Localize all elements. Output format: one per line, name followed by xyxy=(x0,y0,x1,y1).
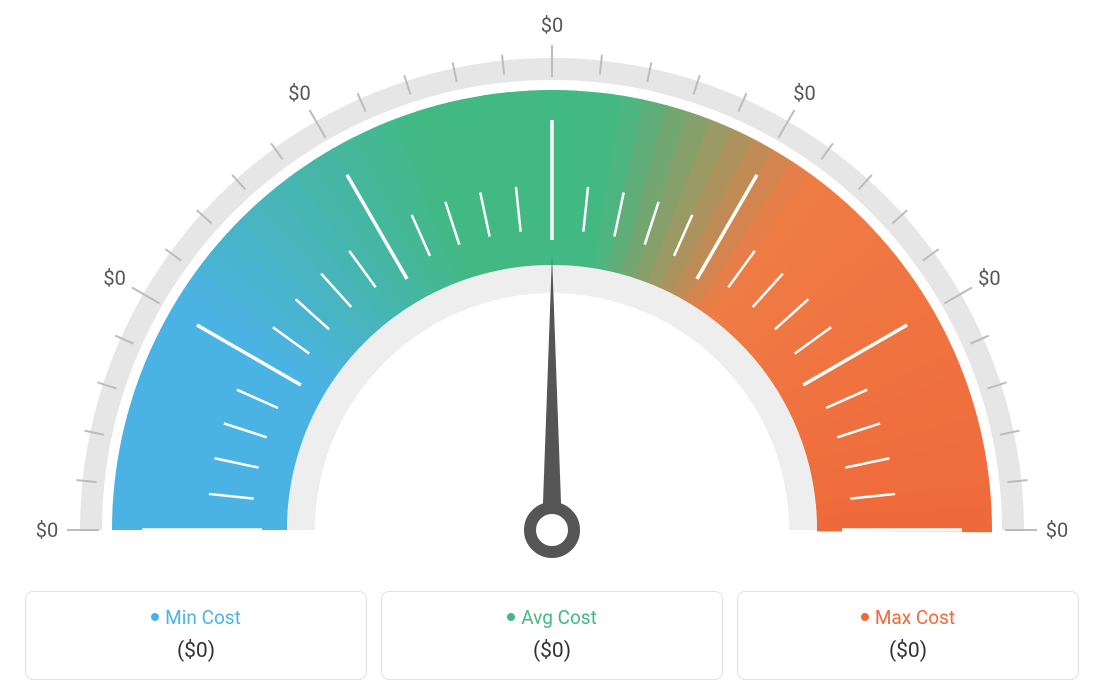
legend-avg-value: ($0) xyxy=(382,639,722,663)
gauge-tick-label: $0 xyxy=(1046,518,1068,542)
legend-row: Min Cost ($0) Avg Cost ($0) Max Cost ($0… xyxy=(0,591,1104,680)
legend-min-label: Min Cost xyxy=(26,606,366,629)
gauge-tick-label: $0 xyxy=(288,81,310,105)
legend-avg-label: Avg Cost xyxy=(382,606,722,629)
gauge-tick-label: $0 xyxy=(541,13,563,37)
dot-max xyxy=(861,613,869,621)
legend-min: Min Cost ($0) xyxy=(25,591,367,680)
gauge-svg xyxy=(0,0,1104,560)
legend-avg-text: Avg Cost xyxy=(521,606,597,629)
gauge-tick-label: $0 xyxy=(36,518,58,542)
legend-max-value: ($0) xyxy=(738,639,1078,663)
legend-max: Max Cost ($0) xyxy=(737,591,1079,680)
dot-avg xyxy=(507,613,515,621)
legend-avg: Avg Cost ($0) xyxy=(381,591,723,680)
legend-max-label: Max Cost xyxy=(738,606,1078,629)
gauge-tick-label: $0 xyxy=(103,266,125,290)
dot-min xyxy=(151,613,159,621)
gauge-chart: $0 $0 $0 $0 $0 $0 $0 xyxy=(0,0,1104,560)
legend-min-value: ($0) xyxy=(26,639,366,663)
gauge-tick-label: $0 xyxy=(978,266,1000,290)
gauge-tick-label: $0 xyxy=(793,81,815,105)
legend-min-text: Min Cost xyxy=(165,606,241,629)
legend-max-text: Max Cost xyxy=(875,606,955,629)
